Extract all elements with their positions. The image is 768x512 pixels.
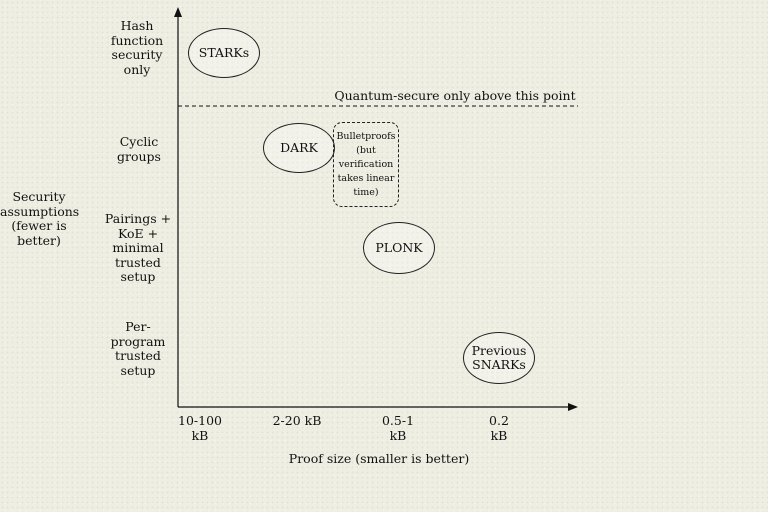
y-level-per-program: Per-program trusted setup: [110, 319, 166, 378]
y-axis-title: Security assumptions (fewer is better): [0, 189, 80, 248]
plonk-node: PLONK: [363, 222, 435, 274]
starks-node: STARKs: [188, 28, 260, 78]
bulletproofs-node: Bulletproofs (but verification takes lin…: [333, 122, 399, 207]
x-level-10-100kb: 10-100 kB: [178, 413, 222, 443]
x-level-0.2kb: 0.2 kB: [489, 413, 509, 443]
dark-node: DARK: [263, 123, 335, 173]
x-axis-title: Proof size (smaller is better): [288, 451, 470, 466]
x-level-0.5-1kb: 0.5-1 kB: [381, 413, 415, 443]
x-axis-arrow: [568, 403, 578, 411]
quantum-line-label: Quantum-secure only above this point: [334, 88, 576, 103]
y-level-pairings: Pairings + KoE + minimal trusted setup: [104, 211, 172, 284]
previous-snarks-node: Previous SNARKs: [463, 332, 535, 384]
y-axis-arrow: [174, 7, 182, 17]
x-level-2-20kb: 2-20 kB: [272, 413, 322, 428]
y-level-cyclic-groups: Cyclic groups: [117, 134, 161, 164]
y-level-hash: Hash function security only: [110, 18, 164, 77]
